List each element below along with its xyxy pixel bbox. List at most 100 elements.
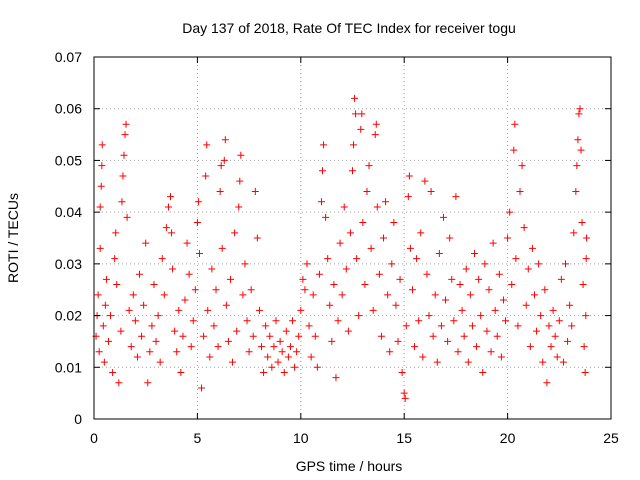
- data-point: [361, 281, 369, 289]
- data-point: [365, 162, 373, 170]
- data-point: [423, 270, 431, 278]
- data-point: [129, 291, 137, 299]
- data-point: [358, 110, 366, 118]
- data-point: [427, 187, 435, 195]
- data-point: [562, 260, 570, 268]
- data-point: [221, 136, 229, 144]
- data-point: [305, 322, 313, 330]
- data-point: [286, 343, 294, 351]
- data-point: [111, 255, 119, 263]
- data-point: [568, 322, 576, 330]
- data-point: [579, 281, 587, 289]
- data-point: [510, 146, 518, 154]
- data-point: [224, 337, 232, 345]
- data-point: [396, 275, 404, 283]
- data-point: [417, 229, 425, 237]
- data-point: [319, 167, 327, 175]
- data-point: [524, 265, 532, 273]
- data-point: [349, 167, 356, 175]
- data-point: [144, 379, 152, 387]
- data-point: [249, 332, 257, 340]
- data-point: [193, 218, 201, 226]
- data-point: [543, 379, 551, 387]
- data-point: [293, 348, 301, 356]
- data-point: [274, 358, 282, 366]
- data-point: [216, 187, 224, 195]
- data-point: [575, 110, 583, 118]
- data-point: [284, 353, 292, 361]
- x-axis-label: GPS time / hours: [296, 458, 403, 474]
- data-point: [528, 244, 536, 252]
- data-point: [291, 363, 299, 371]
- data-point: [491, 306, 499, 314]
- data-point: [247, 286, 255, 294]
- data-point: [384, 291, 392, 299]
- data-point: [220, 156, 228, 164]
- data-point: [448, 275, 456, 283]
- data-point: [202, 172, 210, 180]
- data-point: [198, 384, 206, 392]
- data-point: [295, 332, 303, 340]
- data-point: [429, 332, 437, 340]
- data-point: [545, 322, 553, 330]
- data-point: [98, 141, 106, 149]
- data-point: [518, 162, 526, 170]
- data-point: [559, 358, 567, 366]
- data-point: [371, 131, 379, 139]
- data-point: [241, 260, 249, 268]
- data-point: [526, 343, 534, 351]
- data-point: [460, 332, 468, 340]
- data-point: [487, 348, 495, 356]
- data-point: [307, 353, 315, 361]
- data-point: [315, 270, 323, 278]
- data-point: [549, 306, 557, 314]
- data-point: [415, 317, 423, 325]
- data-point: [390, 218, 398, 226]
- data-point: [382, 198, 390, 206]
- data-point: [272, 317, 280, 325]
- data-point: [175, 306, 183, 314]
- data-point: [520, 224, 528, 232]
- data-point: [206, 353, 214, 361]
- data-point: [251, 187, 259, 195]
- data-point: [150, 281, 158, 289]
- y-tick-labels: 0 0.01 0.02 0.03 0.04 0.05 0.06 0.07: [55, 49, 82, 427]
- data-point: [268, 363, 276, 371]
- data-point: [355, 312, 363, 320]
- data-point: [179, 332, 187, 340]
- data-point: [566, 301, 574, 309]
- data-point: [338, 291, 346, 299]
- data-point: [413, 255, 421, 263]
- data-point: [537, 312, 545, 320]
- data-point: [551, 332, 559, 340]
- data-point: [328, 337, 336, 345]
- data-point: [444, 337, 452, 345]
- data-point: [95, 348, 103, 356]
- y-tick-label: 0: [74, 411, 82, 427]
- data-point: [278, 348, 286, 356]
- data-point: [502, 317, 510, 325]
- data-point: [578, 218, 586, 226]
- data-point: [452, 193, 460, 201]
- data-point: [266, 332, 274, 340]
- data-point: [326, 301, 334, 309]
- data-point: [212, 286, 220, 294]
- data-point: [173, 348, 181, 356]
- data-point: [101, 301, 109, 309]
- data-point: [405, 172, 413, 180]
- data-point: [303, 260, 311, 268]
- data-point: [530, 291, 538, 299]
- data-point: [489, 239, 497, 247]
- data-point: [113, 281, 121, 289]
- data-point: [404, 193, 412, 201]
- data-point: [117, 327, 125, 335]
- data-point: [411, 343, 419, 351]
- data-point: [203, 141, 211, 149]
- data-point: [168, 229, 176, 237]
- data-point: [583, 234, 591, 242]
- data-point: [104, 337, 112, 345]
- data-point: [570, 229, 578, 237]
- data-point: [572, 187, 580, 195]
- y-tick-label: 0.04: [55, 204, 82, 220]
- data-point: [582, 312, 590, 320]
